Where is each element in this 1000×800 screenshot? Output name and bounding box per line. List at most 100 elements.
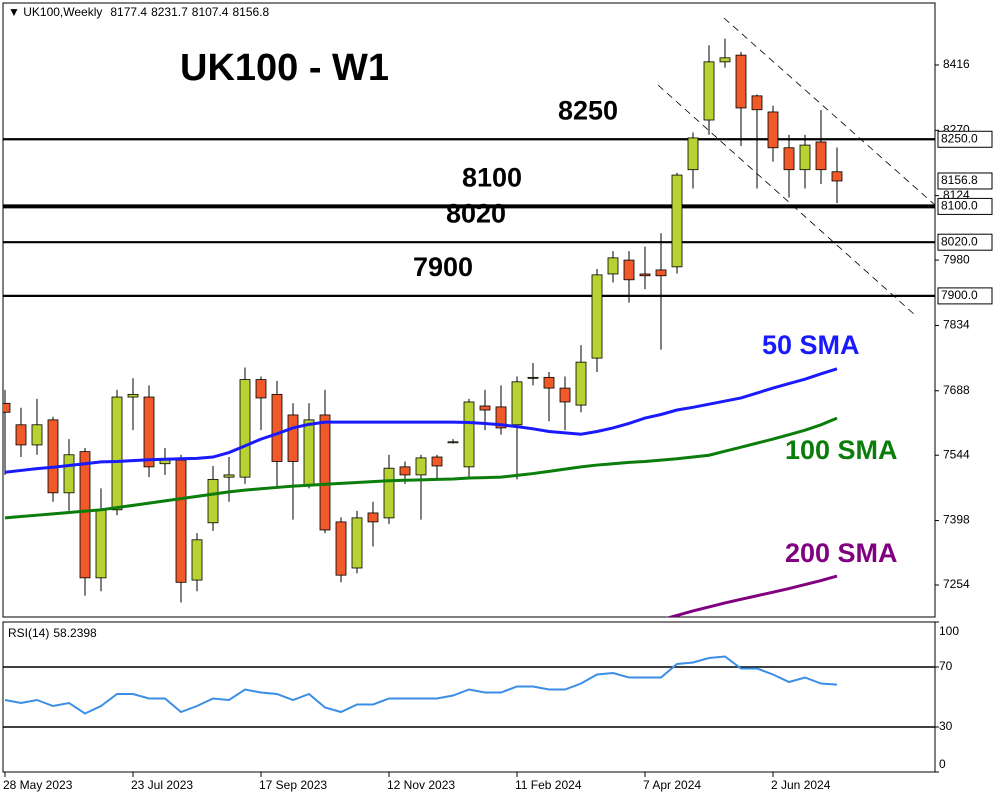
rsi-value: 58.2398 bbox=[53, 626, 97, 640]
level-annotation: 8100 bbox=[462, 163, 522, 193]
candle-body bbox=[463, 401, 475, 468]
level-annotation: 8250 bbox=[558, 95, 618, 125]
level-annotation: 7900 bbox=[413, 252, 473, 282]
x-tick-label: 2 Jun 2024 bbox=[771, 778, 831, 792]
trend-channel-lower bbox=[657, 84, 916, 316]
candle-body bbox=[431, 456, 443, 467]
level-tag-box bbox=[937, 197, 993, 215]
sma-line bbox=[4, 367, 838, 474]
main-panel bbox=[2, 2, 936, 618]
y-tick-label: 7688 bbox=[943, 383, 970, 397]
candle-body bbox=[239, 379, 251, 478]
candle-body bbox=[767, 111, 779, 149]
sma-line bbox=[4, 416, 838, 520]
candle-body bbox=[399, 466, 411, 476]
x-tick-label: 17 Sep 2023 bbox=[259, 778, 327, 792]
header: ▼ UK100,Weekly 8177.4 8231.7 8107.4 8156.8 bbox=[8, 5, 270, 19]
price-tag-box bbox=[937, 172, 993, 190]
x-tick-label: 28 May 2023 bbox=[3, 778, 73, 792]
candle-body bbox=[143, 396, 155, 468]
y-tick-label: 7980 bbox=[943, 252, 970, 266]
header-high: 8231.7 bbox=[151, 5, 188, 19]
header-arrow: ▼ bbox=[8, 5, 23, 19]
candle-body bbox=[655, 269, 667, 277]
candle-body bbox=[351, 517, 363, 569]
candle-body bbox=[127, 393, 139, 398]
candle-body bbox=[447, 441, 459, 444]
candle-body bbox=[63, 454, 75, 494]
sma-line bbox=[665, 574, 838, 617]
chart-title: UK100 - W1 bbox=[180, 47, 389, 89]
candle-body bbox=[815, 141, 827, 171]
header-open: 8177.4 bbox=[110, 5, 147, 19]
level-tag-box bbox=[937, 233, 993, 251]
rsi-tick-label: 70 bbox=[939, 659, 953, 673]
candle-body bbox=[687, 137, 699, 171]
header-close: 8156.8 bbox=[232, 5, 269, 19]
candle-body bbox=[479, 405, 491, 411]
sma-label: 50 SMA bbox=[762, 330, 860, 360]
candle-body bbox=[703, 61, 715, 121]
candle-body bbox=[751, 95, 763, 111]
y-tick-label: 7398 bbox=[943, 513, 970, 527]
candle-body bbox=[591, 274, 603, 359]
candle-body bbox=[319, 414, 331, 531]
candle-body bbox=[831, 171, 843, 182]
rsi-panel bbox=[2, 621, 936, 773]
rsi-line bbox=[4, 655, 838, 715]
level-tag: 7900.0 bbox=[941, 288, 978, 302]
rsi-tick-label: 30 bbox=[939, 719, 953, 733]
y-tick-label: 7834 bbox=[943, 318, 970, 332]
candle-body bbox=[255, 379, 267, 399]
candle-body bbox=[559, 387, 571, 403]
candle-body bbox=[223, 474, 235, 478]
main-plot bbox=[3, 17, 935, 617]
level-tag-box bbox=[937, 130, 993, 148]
candle-body bbox=[575, 361, 587, 406]
candle-body bbox=[47, 419, 59, 494]
candle-body bbox=[367, 512, 379, 523]
level-tag: 8020.0 bbox=[941, 234, 978, 248]
candle-body bbox=[207, 478, 219, 524]
candle-body bbox=[623, 259, 635, 281]
price-tag: 8156.8 bbox=[941, 173, 978, 187]
y-tick-label: 8416 bbox=[943, 57, 970, 71]
level-tag-box bbox=[937, 287, 993, 305]
rsi-title: RSI(14) bbox=[8, 626, 49, 640]
candle-body bbox=[639, 273, 651, 277]
candle-body bbox=[303, 419, 315, 486]
candle-body bbox=[511, 381, 523, 426]
candle-body bbox=[383, 467, 395, 519]
level-tag: 8100.0 bbox=[941, 199, 978, 213]
candle-body bbox=[95, 509, 107, 579]
candle-body bbox=[607, 257, 619, 275]
candle-body bbox=[175, 459, 187, 583]
y-tick-label: 7544 bbox=[943, 447, 970, 461]
x-tick-label: 11 Feb 2024 bbox=[515, 778, 582, 792]
candle-body bbox=[271, 393, 283, 462]
symbol: UK100,Weekly bbox=[23, 5, 102, 19]
rsi-plot bbox=[3, 655, 935, 728]
candle-body bbox=[671, 174, 683, 268]
candle-body bbox=[495, 406, 507, 429]
candle-body bbox=[15, 424, 27, 446]
candle-body bbox=[191, 539, 203, 581]
candle-body bbox=[31, 424, 43, 446]
level-tag: 8250.0 bbox=[941, 131, 978, 145]
candle-body bbox=[3, 402, 11, 413]
candle-body bbox=[111, 396, 123, 511]
candle-body bbox=[543, 376, 555, 389]
x-tick-label: 7 Apr 2024 bbox=[643, 778, 701, 792]
candle-body bbox=[287, 414, 299, 462]
x-tick-label: 23 Jul 2023 bbox=[131, 778, 193, 792]
candle-body bbox=[415, 457, 427, 476]
x-tick-label: 12 Nov 2023 bbox=[387, 778, 455, 792]
candle-body bbox=[335, 521, 347, 576]
candle-body bbox=[527, 376, 539, 379]
rsi-tick-label: 0 bbox=[939, 757, 946, 771]
trend-channel-upper bbox=[723, 17, 935, 206]
candle-body bbox=[719, 57, 731, 63]
rsi-header: RSI(14) 58.2398 bbox=[8, 626, 97, 640]
